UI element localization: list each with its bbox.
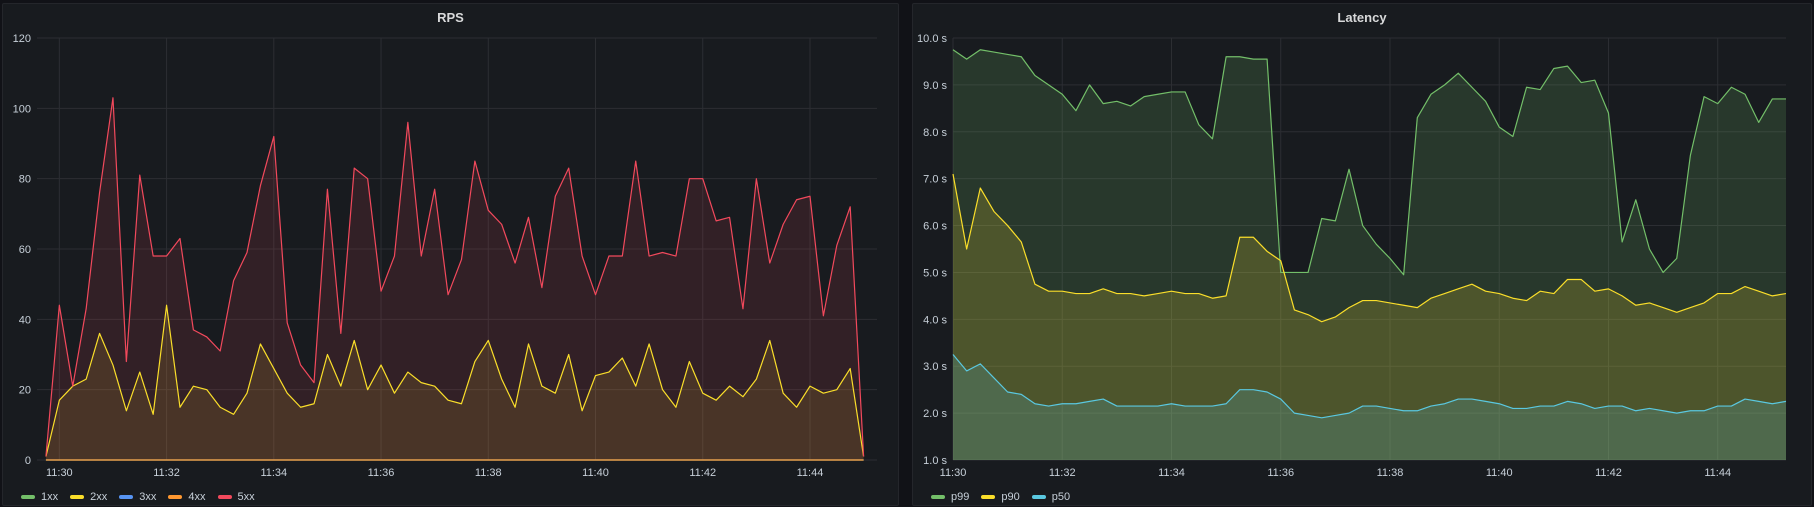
latency-x-tick-label: 11:30 <box>940 467 967 479</box>
rps-legend-swatch <box>217 495 232 499</box>
latency-x-tick-label: 11:36 <box>1267 467 1294 479</box>
rps-legend-label: 1xx <box>41 491 59 503</box>
rps-x-tick-label: 11:36 <box>368 467 395 479</box>
rps-legend: 1xx 2xx 3xx 4xx 5xx <box>21 491 255 503</box>
rps-x-tick-label: 11:44 <box>797 467 824 479</box>
rps-x-tick-label: 11:34 <box>260 467 287 479</box>
rps-legend-swatch <box>119 495 134 499</box>
rps-area-5xx <box>45 97 864 461</box>
rps-legend-label: 5xx <box>237 491 255 503</box>
rps-x-tick-label: 11:40 <box>582 467 609 479</box>
latency-area-p90 <box>953 173 1786 460</box>
rps-legend-label: 4xx <box>188 491 206 503</box>
latency-x-tick-label: 11:34 <box>1158 467 1185 479</box>
rps-legend-item-1xx[interactable]: 1xx <box>21 491 58 503</box>
rps-y-tick-label: 100 <box>13 103 31 115</box>
latency-y-tick-label: 4.0 s <box>923 314 947 326</box>
latency-chart: 1.0 s 2.0 s 3.0 s 4.0 s 5.0 s 6.0 s 7.0 s 8.0 s… <box>917 33 1787 479</box>
latency-x-tick-label: 11:38 <box>1377 467 1404 479</box>
latency-y-tick-label: 8.0 s <box>923 127 947 139</box>
rps-legend-label: 3xx <box>139 491 157 503</box>
latency-legend-item-p90[interactable]: p90 <box>981 491 1020 503</box>
latency-panel-title[interactable]: Latency <box>1337 10 1387 25</box>
rps-legend-item-5xx[interactable]: 5xx <box>217 491 255 503</box>
rps-legend-swatch <box>21 495 35 499</box>
latency-y-tick-label: 2.0 s <box>923 408 947 420</box>
rps-y-tick-label: 60 <box>19 244 31 256</box>
latency-panel: Latency 1.0 s 2.0 s 3.0 s 4.0 s 5.0 s 6.0 s 7.… <box>912 3 1812 506</box>
rps-x-tick-label: 11:30 <box>46 467 73 479</box>
latency-area-p50 <box>953 354 1786 460</box>
latency-legend: p99 p90 p50 <box>931 491 1070 503</box>
latency-line-p50[interactable] <box>952 354 1787 419</box>
latency-legend-label: p50 <box>1051 491 1071 503</box>
latency-y-tick-label: 7.0 s <box>923 174 947 186</box>
rps-y-tick-label: 0 <box>25 455 31 467</box>
latency-x-tick-label: 11:40 <box>1486 467 1513 479</box>
latency-x-tick-label: 11:42 <box>1595 467 1622 479</box>
rps-panel-title[interactable]: RPS <box>437 10 464 25</box>
rps-legend-item-3xx[interactable]: 3xx <box>119 491 156 503</box>
rps-legend-swatch <box>168 495 183 499</box>
rps-area-2xx <box>45 305 864 460</box>
latency-y-tick-label: 9.0 s <box>923 80 947 92</box>
latency-area-p99 <box>953 49 1786 460</box>
rps-legend-swatch <box>70 495 85 499</box>
rps-chart: 0 20 40 60 80 100 120 11:30 11:32 11:34 11:36 11:38… <box>13 33 877 479</box>
latency-legend-swatch <box>1031 495 1046 499</box>
latency-legend-label: p99 <box>951 491 970 503</box>
latency-legend-swatch <box>981 495 996 499</box>
latency-y-tick-label: 10.0 s <box>917 33 947 45</box>
latency-y-tick-label: 6.0 s <box>923 221 947 233</box>
latency-line-p99[interactable] <box>952 49 1786 276</box>
rps-y-tick-label: 20 <box>19 385 31 397</box>
latency-x-tick-label: 11:44 <box>1704 467 1731 479</box>
latency-line-p90[interactable] <box>952 173 1787 323</box>
rps-legend-item-2xx[interactable]: 2xx <box>70 491 107 503</box>
latency-legend-swatch <box>931 495 945 499</box>
rps-panel: RPS 0 20 40 60 80 100 120 11:30 11:32 11:34 11:36 1… <box>2 3 899 506</box>
latency-y-tick-label: 5.0 s <box>923 267 947 279</box>
rps-x-tick-label: 11:38 <box>475 467 502 479</box>
latency-legend-label: p90 <box>1001 491 1020 503</box>
latency-legend-item-p99[interactable]: p99 <box>931 491 969 503</box>
rps-legend-item-4xx[interactable]: 4xx <box>168 491 206 503</box>
rps-legend-label: 2xx <box>90 491 108 503</box>
rps-y-tick-label: 40 <box>19 314 31 326</box>
rps-x-tick-label: 11:42 <box>689 467 716 479</box>
rps-line-5xx[interactable] <box>45 97 865 457</box>
latency-y-tick-label: 1.0 s <box>923 455 947 467</box>
rps-y-tick-label: 80 <box>19 174 31 186</box>
rps-line-2xx[interactable] <box>45 304 865 457</box>
latency-y-tick-label: 3.0 s <box>923 361 947 373</box>
latency-x-tick-label: 11:32 <box>1049 467 1076 479</box>
rps-x-tick-label: 11:32 <box>153 467 180 479</box>
rps-y-tick-label: 120 <box>13 33 31 45</box>
latency-legend-item-p50[interactable]: p50 <box>1031 491 1071 503</box>
